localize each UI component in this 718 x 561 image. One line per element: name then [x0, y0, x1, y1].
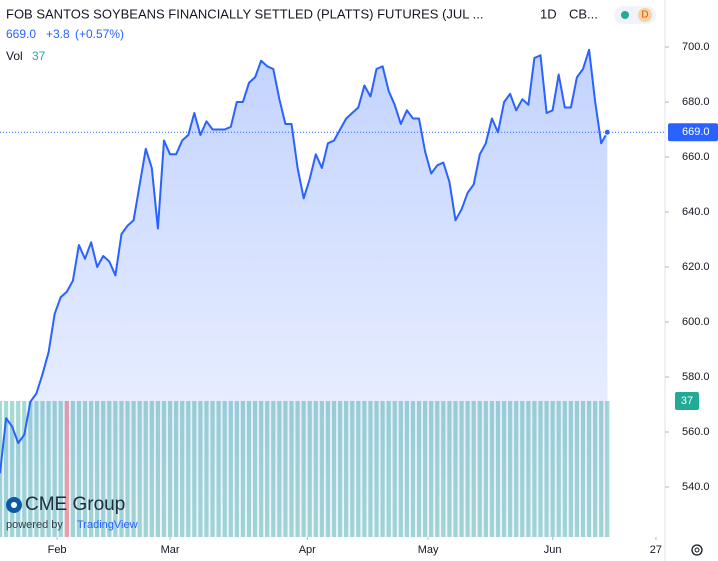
volume-bar	[605, 401, 610, 537]
volume-tag-label: 37	[681, 395, 693, 407]
y-tick-label: 620.0	[682, 261, 710, 273]
status-badge	[614, 6, 656, 24]
gear	[691, 544, 703, 556]
gear-center	[694, 547, 700, 553]
last-price-tag	[668, 123, 718, 142]
interval[interactable]: 1D	[540, 6, 557, 21]
status-dot	[621, 11, 629, 19]
last-price-tag-label: 669.0	[682, 126, 710, 138]
y-tick-label: 700.0	[682, 41, 710, 53]
exchange: CB...	[569, 6, 598, 21]
chart-title: FOB SANTOS SOYBEANS FINANCIALLY SETTLED …	[6, 6, 483, 21]
y-tick-label: 600.0	[682, 316, 710, 328]
x-tick-label: Feb	[48, 544, 67, 556]
last-price: 669.0	[6, 27, 36, 41]
y-tick-label: 660.0	[682, 151, 710, 163]
logo-icon-center	[11, 502, 17, 508]
volume-label: Vol	[6, 49, 23, 63]
logo[interactable]: CME Group powered by TradingView	[6, 494, 138, 531]
x-tick-label: May	[418, 544, 439, 556]
last-point	[603, 128, 611, 136]
x-tick-label: 27	[650, 544, 662, 556]
badge-circle	[638, 8, 652, 22]
logo-brand: CME Group	[25, 494, 125, 515]
y-tick-label: 560.0	[682, 426, 710, 438]
logo-powered: powered by	[6, 519, 63, 531]
x-tick-label: Apr	[299, 544, 316, 556]
volume-value: 37	[32, 49, 46, 63]
y-tick-label: 640.0	[682, 206, 710, 218]
volume-tag	[675, 392, 699, 410]
x-tick-label: Jun	[544, 544, 562, 556]
y-tick-label: 680.0	[682, 96, 710, 108]
y-tick-label: 580.0	[682, 371, 710, 383]
badge-label: D	[641, 10, 648, 21]
settings-icon[interactable]	[691, 544, 703, 556]
logo-vendor: TradingView	[77, 519, 138, 531]
price-line	[0, 48, 609, 474]
change: +3.8	[46, 27, 70, 41]
change-pct: (+0.57%)	[75, 27, 124, 41]
area-fill	[0, 49, 608, 538]
x-tick-label: Mar	[161, 544, 180, 556]
y-tick-label: 540.0	[682, 481, 710, 493]
